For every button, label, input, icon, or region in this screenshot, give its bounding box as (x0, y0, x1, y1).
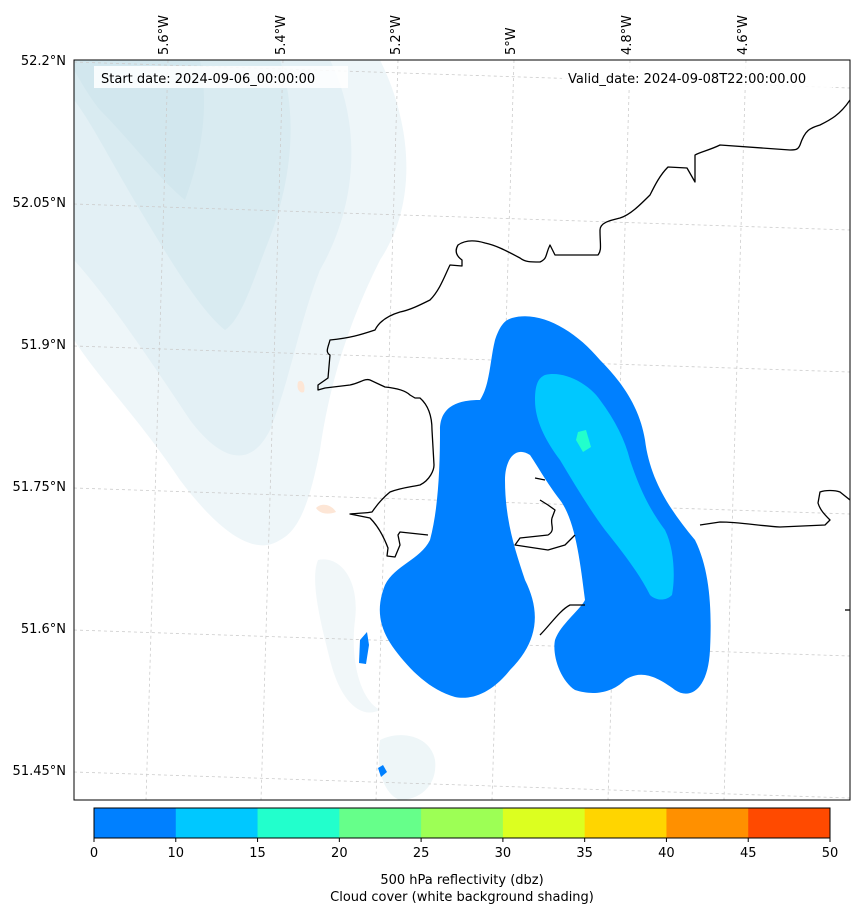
colorbar-tick-label: 50 (822, 846, 839, 861)
colorbar-swatch (94, 808, 177, 838)
colorbar-tick-label: 25 (413, 846, 430, 861)
colorbar-swatch (421, 808, 504, 838)
lat-label: 52.05°N (13, 196, 66, 211)
colorbar-swatches (94, 808, 831, 838)
reflectivity-cell-south (378, 765, 387, 777)
lon-label: 4.6°W (736, 15, 751, 55)
colorbar-swatch (584, 808, 667, 838)
map-panel: Start date: 2024-09-06_00:00:00 Valid_da… (74, 60, 850, 800)
lon-label: 4.8°W (620, 15, 635, 55)
reflectivity-cell-15-20 (576, 430, 591, 452)
colorbar-tick-label: 0 (90, 846, 98, 861)
colorbar-ticks: 0 10 15 20 25 30 35 40 45 50 (90, 838, 838, 861)
map-frame (73, 59, 851, 801)
colorbar-tick-label: 30 (495, 846, 512, 861)
colorbar-swatch (257, 808, 340, 838)
cloud-cover-shading (74, 60, 436, 800)
reflectivity-cell-west (359, 632, 369, 664)
lat-label: 52.2°N (21, 54, 66, 69)
colorbar-tick-label: 45 (740, 846, 757, 861)
colorbar-tick-label: 40 (658, 846, 675, 861)
map-header: Start date: 2024-09-06_00:00:00 Valid_da… (94, 66, 832, 88)
colorbar-swatch (748, 808, 831, 838)
reflectivity-contours (297, 316, 711, 777)
colorbar-swatch (502, 808, 586, 838)
colorbar-swatch (666, 808, 749, 838)
lat-label: 51.9°N (21, 338, 66, 353)
colorbar-frame (93, 807, 831, 839)
colorbar-label: 500 hPa reflectivity (dbz) (380, 873, 543, 888)
colorbar-sublabel: Cloud cover (white background shading) (330, 890, 594, 905)
reflectivity-band-0-10 (379, 316, 711, 698)
colorbar-tick-label: 20 (331, 846, 348, 861)
coastline (317, 99, 850, 636)
start-date-label: Start date: 2024-09-06_00:00:00 (101, 72, 315, 87)
lon-label: 5.2°W (389, 15, 404, 55)
colorbar-tick-label: 15 (249, 846, 266, 861)
lat-label: 51.45°N (13, 764, 66, 779)
lon-label: 5.6°W (157, 15, 172, 55)
longitude-labels: 5.6°W 5.4°W 5.2°W 5°W 4.8°W 4.6°W (157, 15, 751, 55)
lon-label: 5.4°W (274, 15, 289, 55)
colorbar-swatch (339, 808, 422, 838)
colorbar-swatch (175, 808, 259, 838)
lat-label: 51.75°N (13, 480, 66, 495)
lon-label: 5°W (504, 27, 519, 55)
reflectivity-core-10-15 (535, 374, 674, 600)
colorbar-tick-label: 10 (168, 846, 185, 861)
valid-date-label: Valid_date: 2024-09-08T22:00:00.00 (568, 72, 806, 87)
colorbar: 0 10 15 20 25 30 35 40 45 50 500 hPa reflectivity… (90, 807, 838, 905)
latitude-labels: 52.2°N 52.05°N 51.9°N 51.75°N 51.6°N 51.… (13, 54, 66, 779)
colorbar-tick-label: 35 (576, 846, 593, 861)
lat-label: 51.6°N (21, 622, 66, 637)
